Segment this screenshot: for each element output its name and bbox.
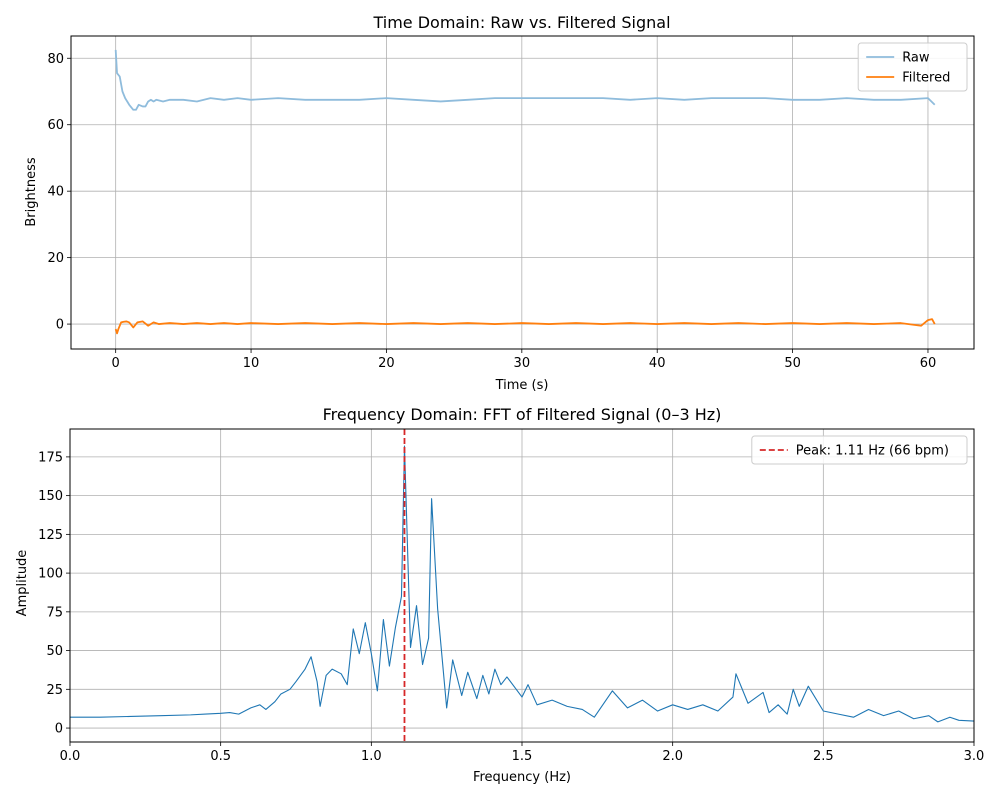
time-domain-xtick-label-4: 40: [649, 356, 666, 371]
time-domain-ytick-label-3: 60: [47, 118, 64, 133]
time-domain-series: [114, 49, 936, 335]
time-domain-legend-label-0: Raw: [902, 51, 930, 66]
time-domain-ytick-label-2: 40: [47, 185, 64, 200]
time-domain-ticks: 0 10 20 30 40 50 60 0 20 40 60 80: [47, 52, 936, 371]
time-domain-xtick-label-2: 20: [378, 356, 395, 371]
frequency-domain-series: [70, 429, 974, 742]
time-domain-chart: Time Domain: Raw vs. Filtered Signal Tim…: [24, 13, 975, 393]
time-domain-xtick-label-1: 10: [243, 356, 260, 371]
frequency-domain-legend-box: [751, 435, 968, 465]
time-domain-xlabel: Time (s): [495, 378, 549, 393]
frequency-domain-ytick-label-6: 150: [38, 489, 63, 504]
time-domain-xtick-label-5: 50: [784, 356, 801, 371]
time-domain-xtick-label-6: 60: [920, 356, 937, 371]
frequency-domain-grid: [69, 429, 975, 742]
time-domain-title: Time Domain: Raw vs. Filtered Signal: [372, 13, 670, 32]
frequency-domain-ytick-label-3: 75: [46, 605, 63, 620]
frequency-domain-xtick-label-4: 2.0: [662, 749, 683, 764]
time-domain-grid: [71, 36, 974, 349]
frequency-domain-xtick-label-6: 3.0: [964, 749, 985, 764]
time-domain-ylabel: Brightness: [24, 157, 39, 226]
frequency-domain-chart: Frequency Domain: FFT of Filtered Signal…: [15, 405, 984, 785]
frequency-domain-ylabel: Amplitude: [15, 550, 30, 617]
frequency-domain-xtick-label-2: 1.0: [361, 749, 382, 764]
frequency-domain-ytick-label-5: 125: [38, 528, 63, 543]
time-domain-series-line-0: [114, 49, 936, 111]
frequency-domain-legend-label-0: Peak: 1.11 Hz (66 bpm): [796, 444, 949, 459]
frequency-domain-ytick-label-7: 175: [38, 450, 63, 465]
frequency-domain-xtick-label-1: 0.5: [210, 749, 231, 764]
time-domain-xtick-label-0: 0: [112, 356, 120, 371]
time-domain-xtick-label-3: 30: [514, 356, 531, 371]
frequency-domain-legend: Peak: 1.11 Hz (66 bpm): [751, 435, 968, 465]
time-domain-ytick-label-4: 80: [47, 52, 64, 67]
frequency-domain-xtick-label-5: 2.5: [813, 749, 834, 764]
frequency-domain-xlabel: Frequency (Hz): [473, 770, 571, 785]
frequency-domain-ytick-label-0: 0: [55, 722, 63, 737]
time-domain-legend: Raw Filtered: [857, 42, 968, 92]
frequency-domain-xtick-label-3: 1.5: [512, 749, 533, 764]
frequency-domain-xtick-label-0: 0.0: [60, 749, 81, 764]
frequency-domain-title: Frequency Domain: FFT of Filtered Signal…: [323, 405, 722, 424]
frequency-domain-ytick-label-4: 100: [38, 567, 63, 582]
frequency-domain-ytick-label-1: 25: [46, 683, 63, 698]
time-domain-axes-frame: [70, 35, 975, 350]
time-domain-legend-label-1: Filtered: [902, 71, 950, 86]
frequency-domain-series-line-0: [70, 445, 974, 723]
time-domain-ytick-label-1: 20: [47, 251, 64, 266]
time-domain-legend-box: [857, 42, 968, 92]
time-domain-ytick-label-0: 0: [56, 318, 64, 333]
frequency-domain-ytick-label-2: 50: [46, 644, 63, 659]
frequency-domain-ticks: 0.0 0.5 1.0 1.5 2.0 2.5 3.0 0 25 50 75 100 125 150 175: [38, 450, 984, 764]
time-domain-series-line-1: [114, 318, 936, 335]
